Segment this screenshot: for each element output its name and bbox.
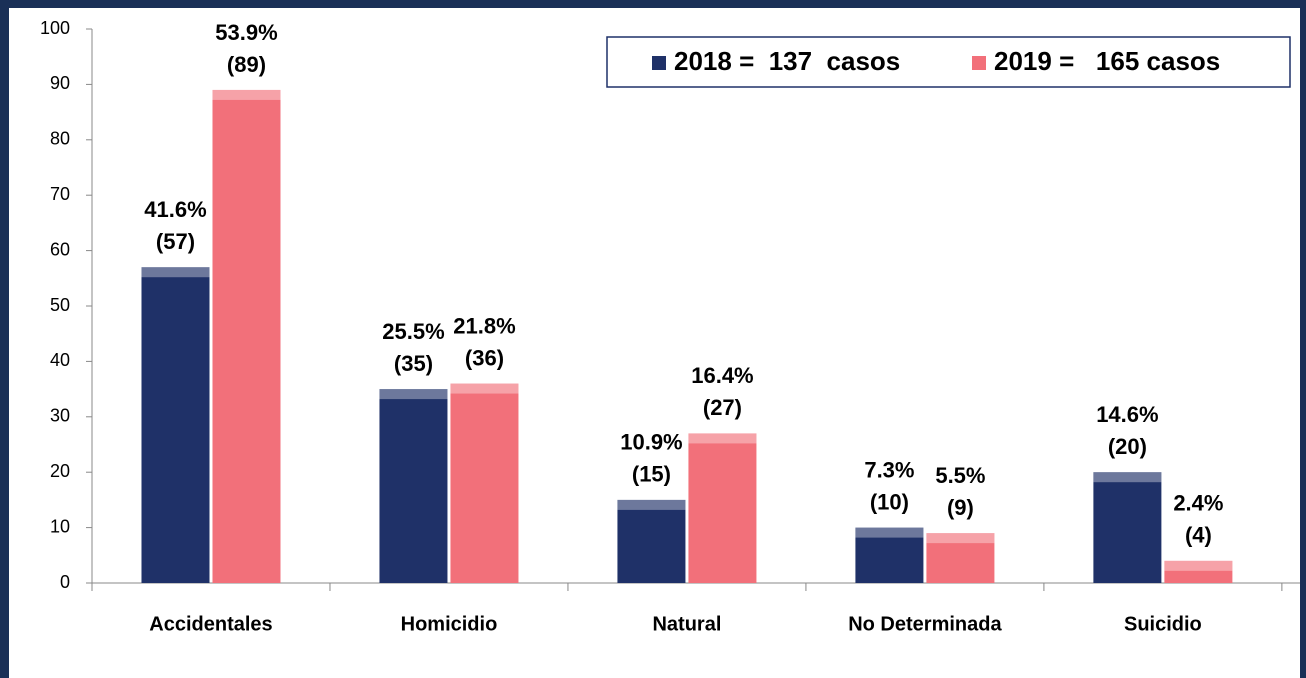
value-label: (10)	[870, 489, 909, 514]
x-tick-label: Homicidio	[401, 613, 498, 635]
value-label: (9)	[947, 495, 974, 520]
bar	[450, 383, 519, 583]
bar-cap	[450, 383, 519, 394]
y-tick-label: 100	[40, 18, 70, 38]
percent-label: 53.9%	[215, 20, 277, 45]
bar-cap	[688, 433, 757, 444]
x-tick-label: No Determinada	[848, 613, 1002, 635]
y-tick-label: 70	[50, 184, 70, 204]
percent-label: 16.4%	[691, 363, 753, 388]
percent-label: 10.9%	[620, 430, 682, 455]
percent-label: 41.6%	[144, 197, 206, 222]
value-label: (35)	[394, 351, 433, 376]
y-tick-label: 10	[50, 516, 70, 536]
percent-label: 5.5%	[935, 463, 985, 488]
frame-left	[0, 0, 9, 678]
y-tick-label: 90	[50, 73, 70, 93]
percent-label: 7.3%	[864, 457, 914, 482]
legend-swatch	[652, 56, 666, 70]
bar-cap	[141, 267, 210, 278]
frame-top	[0, 0, 1306, 8]
bar-cap	[617, 499, 686, 510]
bar	[926, 533, 995, 583]
legend-label: 2018 = 137 casos	[674, 46, 900, 76]
bar	[212, 89, 281, 583]
bar	[688, 433, 757, 583]
percent-label: 14.6%	[1096, 402, 1158, 427]
value-label: (20)	[1108, 434, 1147, 459]
bar-cap	[212, 89, 281, 100]
bar-cap	[1164, 560, 1233, 571]
value-label: (15)	[632, 462, 671, 487]
bar	[1093, 472, 1162, 583]
frame-right	[1300, 0, 1306, 678]
value-label: (89)	[227, 52, 266, 77]
y-tick-label: 0	[60, 572, 70, 592]
bar	[855, 527, 924, 583]
bar-cap	[379, 389, 448, 400]
value-label: (27)	[703, 395, 742, 420]
legend-box	[606, 36, 1291, 88]
bar	[1164, 560, 1233, 583]
bar	[141, 267, 210, 583]
value-label: (4)	[1185, 523, 1212, 548]
y-tick-label: 80	[50, 129, 70, 149]
bar-cap	[855, 527, 924, 538]
bar-cap	[1093, 472, 1162, 483]
value-label: (57)	[156, 229, 195, 254]
y-tick-label: 60	[50, 239, 70, 259]
y-tick-label: 50	[50, 295, 70, 315]
x-tick-label: Accidentales	[149, 613, 272, 635]
value-label: (36)	[465, 345, 504, 370]
y-tick-label: 20	[50, 461, 70, 481]
bar	[617, 499, 686, 583]
y-tick-label: 40	[50, 350, 70, 370]
x-tick-label: Natural	[652, 613, 721, 635]
x-tick-label: Suicidio	[1124, 613, 1202, 635]
y-tick-label: 30	[50, 406, 70, 426]
percent-label: 2.4%	[1173, 491, 1223, 516]
bar	[379, 389, 448, 583]
legend-label: 2019 = 165 casos	[994, 46, 1220, 76]
legend-swatch	[972, 56, 986, 70]
percent-label: 21.8%	[453, 313, 515, 338]
bar-cap	[926, 533, 995, 544]
percent-label: 25.5%	[382, 319, 444, 344]
